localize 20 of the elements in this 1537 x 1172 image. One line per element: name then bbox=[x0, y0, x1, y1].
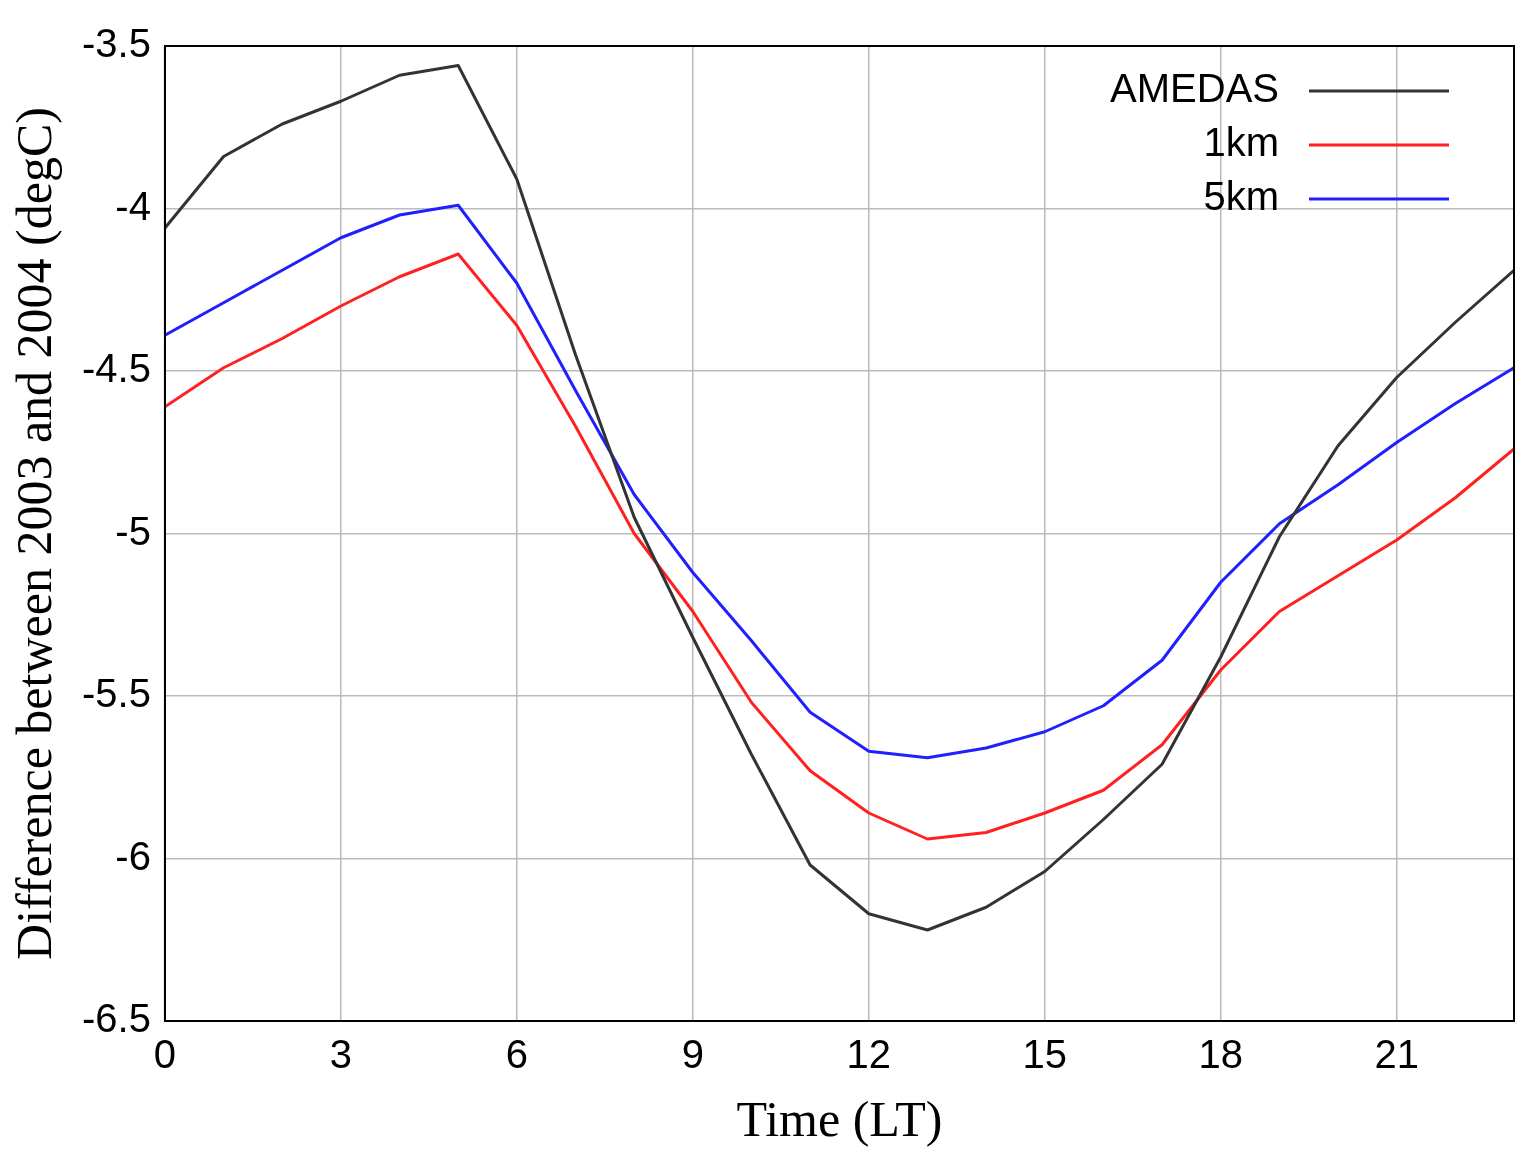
y-tick-label: -5 bbox=[115, 508, 151, 553]
x-tick-label: 12 bbox=[846, 1032, 892, 1077]
x-tick-label: 9 bbox=[681, 1032, 704, 1077]
x-tick-label: 6 bbox=[505, 1032, 528, 1077]
legend-label: 5km bbox=[1203, 174, 1279, 219]
y-tick-label: -4.5 bbox=[81, 346, 151, 391]
y-tick-label: -5.5 bbox=[81, 671, 151, 716]
x-tick-label: 3 bbox=[329, 1032, 353, 1077]
legend-label: 1km bbox=[1203, 120, 1279, 165]
y-tick-label: -3.5 bbox=[81, 21, 151, 66]
y-tick-label: -4 bbox=[115, 183, 151, 228]
x-tick-label: 21 bbox=[1374, 1032, 1419, 1077]
x-tick-label: 18 bbox=[1198, 1032, 1243, 1077]
x-tick-label: 15 bbox=[1022, 1032, 1068, 1077]
y-tick-label: -6 bbox=[115, 833, 151, 878]
y-axis-title: Difference between 2003 and 2004 (degC) bbox=[6, 107, 63, 960]
x-axis-title: Time (LT) bbox=[736, 1091, 943, 1148]
legend-label: AMEDAS bbox=[1110, 66, 1279, 111]
x-tick-label: 0 bbox=[153, 1032, 177, 1077]
y-tick-label: -6.5 bbox=[81, 996, 151, 1041]
